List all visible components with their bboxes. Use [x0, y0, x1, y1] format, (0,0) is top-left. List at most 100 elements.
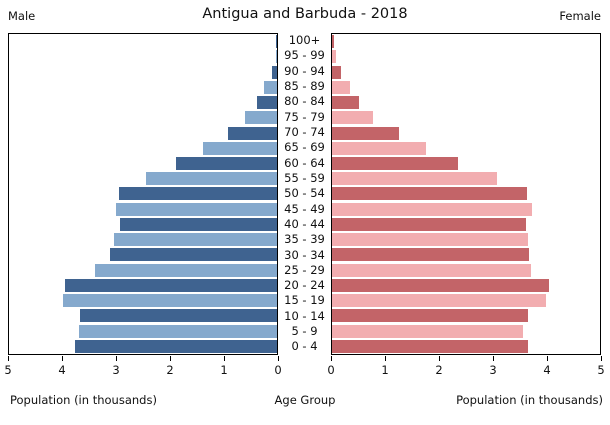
male-bar-row-75-79: [9, 110, 277, 125]
age-group-label-10-14: 10 - 14: [284, 308, 325, 323]
age-group-label-65-69: 65 - 69: [284, 140, 325, 155]
male-bar-row-20-24: [9, 278, 277, 293]
male-bars-container: [9, 34, 277, 354]
female-tick-mark-4: [546, 356, 548, 361]
female-tick-label-1: 1: [381, 363, 389, 377]
male-bar-row-55-59: [9, 171, 277, 186]
male-bar-row-90-94: [9, 64, 277, 79]
female-tick-label-0: 0: [327, 363, 335, 377]
female-bars-container: [332, 34, 600, 354]
male-tick-label-5: 5: [4, 363, 12, 377]
age-group-label-85-89: 85 - 89: [284, 78, 325, 93]
female-bar-95-99: [332, 50, 337, 64]
female-bar-65-69: [332, 141, 427, 155]
male-tick-mark-5: [7, 356, 9, 361]
female-tick-mark-2: [438, 356, 440, 361]
male-bar-row-40-44: [9, 217, 277, 232]
female-bar-row-30-34: [332, 247, 600, 262]
female-bar-row-75-79: [332, 110, 600, 125]
male-bar-row-10-14: [9, 308, 277, 323]
age-group-label-35-39: 35 - 39: [284, 232, 325, 247]
male-tick-label-0: 0: [274, 363, 282, 377]
female-bar-row-90-94: [332, 64, 600, 79]
male-bar-75-79: [244, 111, 277, 125]
male-bar-60-64: [176, 156, 277, 170]
female-bar-row-55-59: [332, 171, 600, 186]
female-bar-row-60-64: [332, 156, 600, 171]
female-bar-row-50-54: [332, 186, 600, 201]
age-group-label-25-29: 25 - 29: [284, 262, 325, 277]
female-bar-row-85-89: [332, 80, 600, 95]
female-bar-row-10-14: [332, 308, 600, 323]
male-bar-row-25-29: [9, 263, 277, 278]
xlabel-female-population: Population (in thousands): [456, 393, 603, 407]
age-group-label-45-49: 45 - 49: [284, 201, 325, 216]
male-side-label: Male: [8, 9, 36, 23]
age-group-label-90-94: 90 - 94: [284, 63, 325, 78]
male-bar-100plus: [275, 35, 277, 49]
male-bar-50-54: [118, 187, 277, 201]
female-bar-row-25-29: [332, 263, 600, 278]
female-bar-75-79: [332, 111, 374, 125]
age-group-labels-column: 100+ 95 - 99 90 - 94 85 - 89 80 - 84 75 - 79 7…: [278, 33, 331, 355]
male-bar-20-24: [65, 278, 277, 292]
female-bar-row-45-49: [332, 202, 600, 217]
male-tick-mark-0: [277, 356, 279, 361]
female-tick-label-5: 5: [597, 363, 605, 377]
male-bar-80-84: [257, 96, 277, 110]
male-bar-85-89: [264, 80, 277, 94]
male-bar-55-59: [145, 172, 277, 186]
male-tick-label-4: 4: [58, 363, 66, 377]
male-bar-row-15-19: [9, 293, 277, 308]
age-group-label-80-84: 80 - 84: [284, 94, 325, 109]
female-tick-mark-0: [330, 356, 332, 361]
male-bar-30-34: [109, 248, 277, 262]
age-group-label-0-4: 0 - 4: [291, 339, 318, 354]
male-x-axis-ticks: 5 4 3 2 1 0: [4, 356, 282, 378]
female-bar-row-80-84: [332, 95, 600, 110]
male-bar-row-50-54: [9, 186, 277, 201]
male-tick-mark-1: [223, 356, 225, 361]
age-group-label-70-74: 70 - 74: [284, 124, 325, 139]
age-group-label-60-64: 60 - 64: [284, 155, 325, 170]
female-bar-45-49: [332, 202, 532, 216]
male-bar-90-94: [272, 65, 277, 79]
chart-title: Antigua and Barbuda - 2018: [202, 6, 408, 22]
male-tick-mark-4: [61, 356, 63, 361]
female-bar-row-95-99: [332, 49, 600, 64]
male-bar-65-69: [202, 141, 277, 155]
male-bar-row-80-84: [9, 95, 277, 110]
male-axes-panel: [8, 33, 278, 355]
male-bar-15-19: [62, 294, 277, 308]
female-tick-label-4: 4: [543, 363, 551, 377]
male-tick-label-3: 3: [112, 363, 120, 377]
male-tick-label-1: 1: [220, 363, 228, 377]
female-bar-90-94: [332, 65, 342, 79]
male-bar-45-49: [116, 202, 277, 216]
female-bar-row-100plus: [332, 34, 600, 49]
xlabel-age-group: Age Group: [274, 393, 336, 407]
female-bar-50-54: [332, 187, 528, 201]
female-bar-15-19: [332, 294, 546, 308]
female-axes-panel: [331, 33, 601, 355]
xlabel-male-population: Population (in thousands): [10, 393, 157, 407]
age-group-label-20-24: 20 - 24: [284, 278, 325, 293]
male-bar-row-95-99: [9, 49, 277, 64]
female-side-label: Female: [559, 9, 601, 23]
male-bar-40-44: [119, 217, 277, 231]
female-tick-mark-3: [492, 356, 494, 361]
female-bar-row-5-9: [332, 323, 600, 338]
female-bar-20-24: [332, 278, 550, 292]
male-bar-70-74: [228, 126, 277, 140]
female-bar-row-0-4: [332, 339, 600, 354]
female-bar-row-15-19: [332, 293, 600, 308]
male-bar-row-85-89: [9, 80, 277, 95]
female-bar-80-84: [332, 96, 360, 110]
female-tick-label-3: 3: [489, 363, 497, 377]
male-bar-row-65-69: [9, 141, 277, 156]
age-group-label-95-99: 95 - 99: [284, 48, 325, 63]
female-tick-mark-1: [384, 356, 386, 361]
age-group-label-40-44: 40 - 44: [284, 216, 325, 231]
age-group-label-100plus: 100+: [288, 32, 321, 47]
male-bar-0-4: [75, 339, 277, 353]
